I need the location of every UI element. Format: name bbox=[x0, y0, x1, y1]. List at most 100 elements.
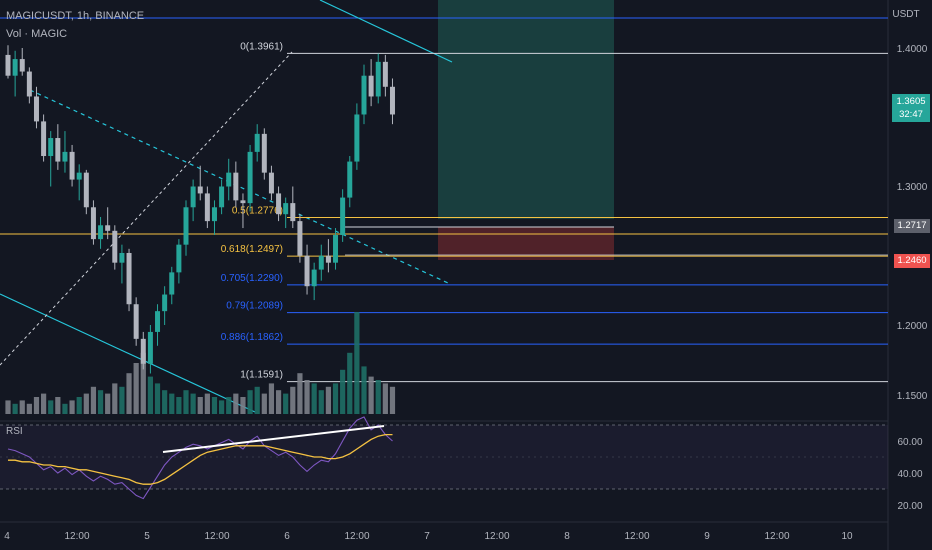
volume-bar bbox=[183, 390, 189, 414]
candle-body bbox=[233, 172, 239, 201]
symbol-title: MAGICUSDT, 1h, BINANCE bbox=[6, 10, 145, 22]
fib-level-label: 0.705(1.2290) bbox=[221, 273, 283, 284]
time-axis-tick: 12:00 bbox=[204, 531, 229, 542]
rsi-ma-line bbox=[8, 433, 393, 485]
volume-bar bbox=[62, 403, 68, 414]
candle-body bbox=[76, 172, 82, 180]
candle-body bbox=[340, 197, 346, 235]
candle-body bbox=[55, 138, 61, 162]
volume-bar bbox=[389, 386, 396, 414]
price-axis-currency: USDT bbox=[892, 9, 919, 20]
volume-bar bbox=[105, 393, 111, 414]
candle-body bbox=[268, 172, 274, 194]
candle-body bbox=[140, 338, 146, 364]
candle-body bbox=[155, 311, 161, 332]
volume-bar bbox=[204, 393, 210, 414]
volume-bar bbox=[254, 386, 260, 414]
fib-level-label: 0.5(1.2776) bbox=[232, 206, 283, 217]
candle-body bbox=[119, 252, 125, 263]
candle-body bbox=[112, 230, 118, 263]
rsi-axis-tick: 20.00 bbox=[897, 501, 922, 512]
candle-body bbox=[325, 255, 331, 263]
trend-line-upper bbox=[319, 0, 453, 63]
candle-body bbox=[347, 161, 353, 198]
fib-trend-diagonal bbox=[0, 51, 293, 366]
time-axis-tick: 10 bbox=[841, 531, 853, 542]
candle-body bbox=[283, 203, 289, 215]
candle-body bbox=[219, 186, 225, 208]
fib-level-label: 0.79(1.2089) bbox=[226, 301, 283, 312]
candle-body bbox=[83, 172, 89, 208]
candle-body bbox=[19, 59, 25, 72]
volume-indicator-label: Vol · MAGIC bbox=[6, 28, 68, 40]
volume-bar bbox=[55, 397, 61, 414]
volume-bar bbox=[12, 403, 18, 414]
time-axis-tick: 9 bbox=[704, 531, 710, 542]
rsi-axis-tick: 60.00 bbox=[897, 437, 922, 448]
candle-body bbox=[162, 294, 168, 312]
candle-body bbox=[333, 234, 339, 263]
volume-bar bbox=[5, 400, 11, 414]
volume-bar bbox=[119, 386, 125, 414]
candle-body bbox=[133, 304, 139, 339]
candle-body bbox=[226, 172, 232, 187]
time-axis-tick: 12:00 bbox=[624, 531, 649, 542]
price-tag-1: 1.2717 bbox=[894, 219, 930, 233]
bar-countdown: 32:47 bbox=[899, 109, 923, 120]
fib-level-label: 0.618(1.2497) bbox=[221, 244, 283, 255]
volume-bar bbox=[33, 397, 40, 414]
price-axis-tick: 1.4000 bbox=[897, 44, 928, 55]
fib-level-label: 0.886(1.1862) bbox=[221, 332, 283, 343]
time-axis-tick: 8 bbox=[564, 531, 570, 542]
candle-body bbox=[62, 151, 68, 162]
volume-bar bbox=[154, 383, 161, 414]
volume-bar bbox=[261, 393, 267, 414]
volume-bar bbox=[290, 386, 296, 414]
time-axis-tick: 12:00 bbox=[764, 531, 789, 542]
candle-body bbox=[69, 151, 75, 180]
candle-body bbox=[147, 331, 153, 364]
time-axis-tick: 7 bbox=[424, 531, 430, 542]
candle-body bbox=[318, 255, 324, 270]
volume-bar bbox=[169, 393, 175, 414]
rsi-line bbox=[7, 416, 393, 500]
volume-bar bbox=[275, 390, 282, 414]
volume-bar bbox=[283, 393, 289, 414]
volume-bar bbox=[347, 352, 353, 414]
candle-body bbox=[5, 54, 11, 76]
candle-body bbox=[382, 61, 388, 87]
volume-bar bbox=[240, 397, 246, 414]
candle-body bbox=[361, 75, 367, 115]
time-axis-tick: 6 bbox=[284, 531, 290, 542]
candle-body bbox=[105, 225, 111, 231]
volume-bar bbox=[247, 390, 253, 414]
candle-body bbox=[98, 225, 104, 240]
volume-bar bbox=[219, 400, 225, 414]
volume-bar bbox=[368, 376, 374, 414]
volume-bar bbox=[268, 383, 275, 414]
candle-body bbox=[311, 269, 317, 287]
volume-bar bbox=[226, 397, 232, 414]
candle-body bbox=[297, 221, 303, 256]
volume-bar bbox=[375, 380, 381, 414]
volume-bar bbox=[140, 352, 146, 414]
volume-bar bbox=[304, 380, 310, 414]
volume-bar bbox=[211, 397, 218, 414]
candle-body bbox=[12, 59, 18, 76]
price-axis-tick: 1.2000 bbox=[897, 321, 928, 332]
price-axis-tick: 1.3000 bbox=[897, 182, 928, 193]
candle-body bbox=[48, 138, 54, 157]
loss-zone bbox=[438, 227, 614, 260]
volume-bar bbox=[97, 390, 104, 414]
volume-bar bbox=[26, 403, 32, 414]
rsi-divergence-line bbox=[162, 425, 385, 453]
candle-body bbox=[276, 193, 282, 215]
volume-bar bbox=[41, 393, 47, 414]
candle-body bbox=[41, 121, 47, 157]
candle-body bbox=[26, 71, 32, 97]
time-axis-tick: 12:00 bbox=[484, 531, 509, 542]
last-price-tag: 1.3605 32:47 bbox=[892, 94, 930, 122]
candle-body bbox=[247, 151, 253, 204]
time-axis-tick: 4 bbox=[4, 531, 10, 542]
